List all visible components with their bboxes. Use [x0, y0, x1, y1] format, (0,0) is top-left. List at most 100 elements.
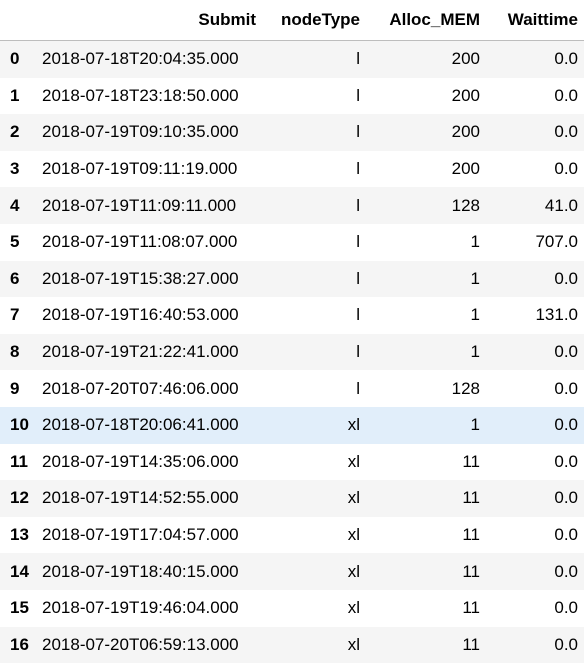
cell-submit: 2018-07-19T11:08:07.000 — [42, 232, 238, 252]
cell-alloc-mem: 200 — [451, 159, 480, 179]
cell-submit: 2018-07-19T14:52:55.000 — [42, 488, 239, 508]
header-index — [0, 0, 36, 41]
cell-alloc-mem: 200 — [451, 85, 480, 105]
cell-alloc-mem: 11 — [462, 561, 480, 581]
row-index: 13 — [10, 525, 29, 545]
cell-alloc-mem: 200 — [451, 49, 480, 69]
cell-alloc-mem: 11 — [462, 525, 480, 545]
cell-nodetype: l — [356, 159, 360, 179]
table-row[interactable]: 6 2018-07-19T15:38:27.000 l 1 0.0 — [0, 260, 584, 298]
cell-waittime: 0.0 — [554, 49, 578, 69]
cell-waittime: 707.0 — [535, 232, 578, 252]
row-index: 5 — [10, 232, 20, 252]
cell-submit: 2018-07-18T20:06:41.000 — [42, 415, 239, 435]
table-row[interactable]: 15 2018-07-19T19:46:04.000 xl 11 0.0 — [0, 589, 584, 627]
cell-alloc-mem: 1 — [470, 342, 480, 362]
cell-alloc-mem: 200 — [451, 122, 480, 142]
cell-alloc-mem: 11 — [462, 451, 480, 471]
cell-submit: 2018-07-20T06:59:13.000 — [42, 634, 239, 654]
row-index: 16 — [10, 634, 29, 654]
cell-submit: 2018-07-19T17:04:57.000 — [42, 525, 239, 545]
row-index: 2 — [10, 122, 20, 142]
cell-nodetype: l — [356, 268, 360, 288]
header-nodetype: nodeType — [262, 0, 366, 41]
cell-submit: 2018-07-19T18:40:15.000 — [42, 561, 239, 581]
table-row[interactable]: 9 2018-07-20T07:46:06.000 l 128 0.0 — [0, 370, 584, 407]
table-row[interactable]: 2 2018-07-19T09:10:35.000 l 200 0.0 — [0, 114, 584, 151]
cell-waittime: 0.0 — [554, 85, 578, 105]
cell-alloc-mem: 1 — [470, 305, 480, 325]
cell-alloc-mem: 1 — [470, 268, 480, 288]
row-index: 1 — [10, 85, 20, 105]
table-row[interactable]: 0 2018-07-18T20:04:35.000 l 200 0.0 — [0, 40, 584, 78]
row-index: 0 — [10, 49, 20, 69]
cell-submit: 2018-07-19T14:35:06.000 — [42, 451, 239, 471]
table-row[interactable]: 8 2018-07-19T21:22:41.000 l 1 0.0 — [0, 333, 584, 371]
cell-nodetype: l — [356, 122, 360, 142]
row-index: 8 — [10, 342, 20, 362]
table-row[interactable]: 12 2018-07-19T14:52:55.000 xl 11 0.0 — [0, 480, 584, 517]
table-body: 0 2018-07-18T20:04:35.000 l 200 0.0 1 2018-07-… — [0, 40, 584, 664]
cell-nodetype: xl — [347, 634, 360, 654]
row-index: 4 — [10, 195, 20, 215]
cell-nodetype: l — [356, 232, 360, 252]
cell-nodetype: xl — [347, 561, 360, 581]
cell-nodetype: l — [356, 49, 360, 69]
cell-waittime: 0.0 — [554, 378, 578, 398]
cell-nodetype: xl — [347, 488, 360, 508]
cell-waittime: 0.0 — [554, 268, 578, 288]
table-row[interactable]: 4 2018-07-19T11:09:11.000 l 128 41.0 — [0, 187, 584, 224]
table-row[interactable]: 16 2018-07-20T06:59:13.000 xl 11 0.0 — [0, 626, 584, 664]
cell-submit: 2018-07-19T16:40:53.000 — [42, 305, 239, 325]
cell-submit: 2018-07-19T19:46:04.000 — [42, 598, 239, 618]
row-index: 3 — [10, 159, 20, 179]
cell-waittime: 0.0 — [554, 561, 578, 581]
cell-nodetype: l — [356, 305, 360, 325]
table-row[interactable]: 14 2018-07-19T18:40:15.000 xl 11 0.0 — [0, 553, 584, 590]
row-index: 9 — [10, 378, 20, 398]
cell-nodetype: xl — [347, 451, 360, 471]
table-row[interactable]: 5 2018-07-19T11:08:07.000 l 1 707.0 — [0, 223, 584, 261]
table-row[interactable]: 10 2018-07-18T20:06:41.000 xl 1 0.0 — [0, 406, 584, 444]
cell-nodetype: l — [356, 195, 360, 215]
cell-submit: 2018-07-19T21:22:41.000 — [42, 342, 239, 362]
table-row[interactable]: 11 2018-07-19T14:35:06.000 xl 11 0.0 — [0, 443, 584, 481]
row-index: 10 — [10, 415, 29, 435]
cell-nodetype: l — [356, 378, 360, 398]
cell-alloc-mem: 128 — [451, 195, 480, 215]
cell-alloc-mem: 11 — [462, 488, 480, 508]
row-index: 7 — [10, 305, 20, 325]
row-index: 15 — [10, 598, 29, 618]
cell-alloc-mem: 128 — [451, 378, 480, 398]
cell-submit: 2018-07-20T07:46:06.000 — [42, 378, 239, 398]
cell-submit: 2018-07-19T11:09:11.000 — [42, 195, 237, 215]
table-row[interactable]: 7 2018-07-19T16:40:53.000 l 1 131.0 — [0, 297, 584, 334]
cell-waittime: 0.0 — [554, 634, 578, 654]
cell-waittime: 0.0 — [554, 488, 578, 508]
cell-submit: 2018-07-18T20:04:35.000 — [42, 49, 239, 69]
cell-waittime: 0.0 — [554, 451, 578, 471]
cell-nodetype: xl — [347, 598, 360, 618]
cell-waittime: 41.0 — [544, 195, 578, 215]
cell-submit: 2018-07-18T23:18:50.000 — [42, 85, 239, 105]
cell-alloc-mem: 1 — [470, 415, 480, 435]
cell-alloc-mem: 11 — [462, 634, 480, 654]
header-row: Submit nodeType Alloc_MEM Waittime — [0, 0, 584, 41]
cell-submit: 2018-07-19T09:11:19.000 — [42, 159, 238, 179]
table-row[interactable]: 1 2018-07-18T23:18:50.000 l 200 0.0 — [0, 77, 584, 115]
row-index: 12 — [10, 488, 29, 508]
table-row[interactable]: 13 2018-07-19T17:04:57.000 xl 11 0.0 — [0, 516, 584, 554]
row-index: 11 — [10, 451, 28, 471]
table-header: Submit nodeType Alloc_MEM Waittime — [0, 0, 584, 41]
table-row[interactable]: 3 2018-07-19T09:11:19.000 l 200 0.0 — [0, 150, 584, 188]
cell-waittime: 131.0 — [535, 305, 578, 325]
cell-submit: 2018-07-19T09:10:35.000 — [42, 122, 239, 142]
cell-nodetype: xl — [347, 415, 360, 435]
cell-nodetype: l — [356, 342, 360, 362]
cell-waittime: 0.0 — [554, 159, 578, 179]
cell-alloc-mem: 11 — [462, 598, 480, 618]
cell-waittime: 0.0 — [554, 342, 578, 362]
cell-waittime: 0.0 — [554, 415, 578, 435]
